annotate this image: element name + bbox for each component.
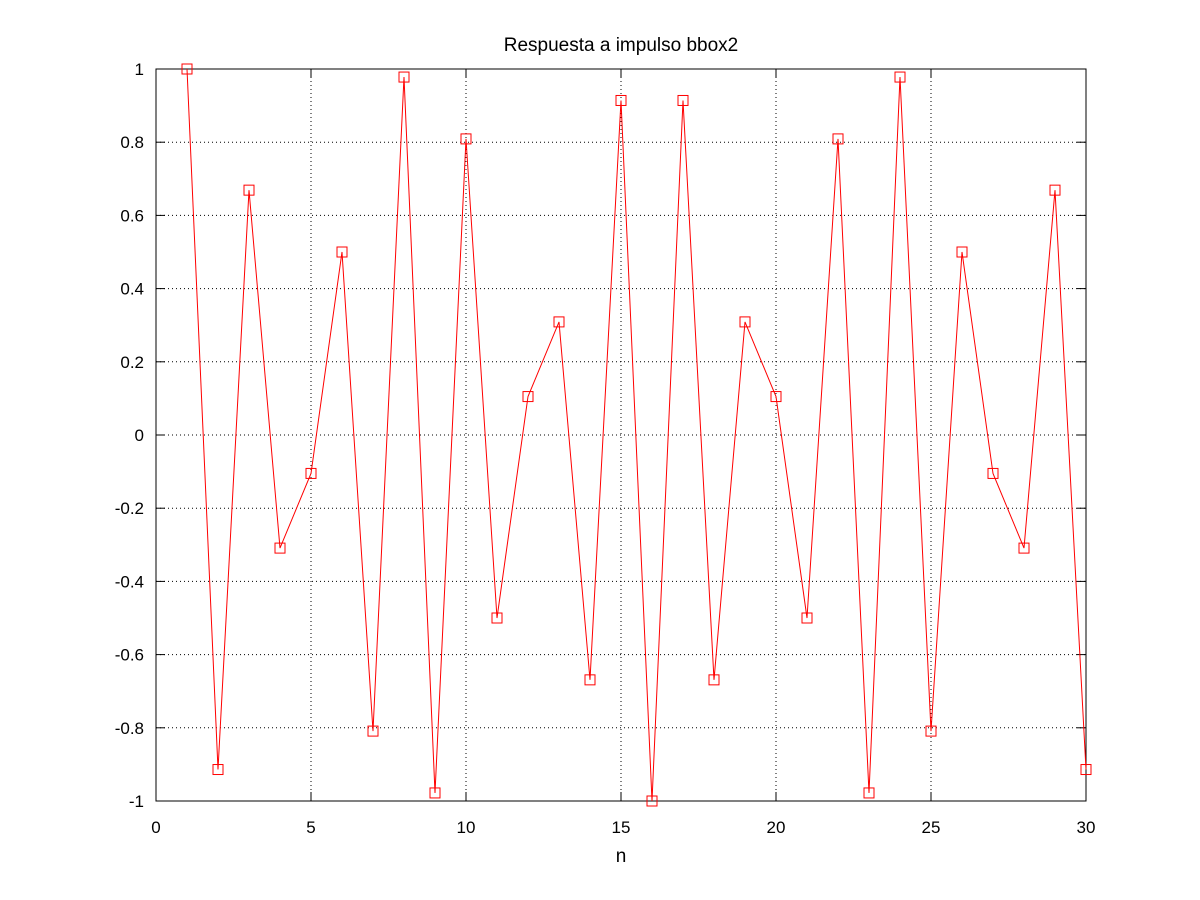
- y-tick-label: 1: [135, 60, 144, 79]
- x-axis-label: n: [616, 846, 627, 867]
- data-point-marker: [956, 246, 968, 258]
- data-point-marker: [181, 63, 193, 75]
- y-tick-label: -0.8: [115, 719, 144, 738]
- data-point-marker: [677, 94, 689, 106]
- y-tick-label: 0.2: [120, 353, 144, 372]
- data-point-marker: [1018, 542, 1030, 554]
- data-point-marker: [1049, 184, 1061, 196]
- data-point-marker: [894, 71, 906, 83]
- y-tick-label: -0.2: [115, 499, 144, 518]
- series-1: [181, 63, 1092, 807]
- y-tick-label: -1: [129, 792, 144, 811]
- data-point-marker: [460, 133, 472, 145]
- y-tick-label: 0.8: [120, 133, 144, 152]
- data-point-marker: [336, 246, 348, 258]
- series-line: [186, 68, 1087, 802]
- y-tick-label: 0.6: [120, 206, 144, 225]
- data-point-marker: [615, 94, 627, 106]
- data-point-marker: [770, 391, 782, 403]
- data-point-marker: [584, 674, 596, 686]
- data-point-marker: [553, 316, 565, 328]
- data-point-marker: [243, 184, 255, 196]
- x-tick-label: 30: [1077, 818, 1096, 837]
- y-tick-label: 0.4: [120, 280, 144, 299]
- data-point-marker: [429, 787, 441, 799]
- data-point-marker: [832, 133, 844, 145]
- y-tick-label: -0.4: [115, 572, 144, 591]
- data-point-marker: [925, 725, 937, 737]
- data-point-marker: [987, 467, 999, 479]
- x-tick-label: 5: [306, 818, 315, 837]
- grid-lines: [156, 69, 1086, 801]
- x-tick-label: 15: [612, 818, 631, 837]
- data-point-marker: [398, 71, 410, 83]
- data-point-marker: [522, 391, 534, 403]
- y-tick-label: 0: [135, 426, 144, 445]
- data-point-marker: [491, 612, 503, 624]
- data-point-marker: [367, 725, 379, 737]
- data-point-marker: [646, 795, 658, 807]
- data-point-marker: [274, 542, 286, 554]
- x-tick-label: 20: [767, 818, 786, 837]
- x-tick-label: 10: [457, 818, 476, 837]
- axis-ticks: 0 5 10 15 20 25 30 -1 -0.8 -0.6 -0.4 -0.2 0 0.2 0.4 0.6…: [115, 60, 1096, 837]
- data-point-marker: [212, 764, 224, 776]
- data-point-marker: [1080, 764, 1092, 776]
- x-tick-label: 25: [922, 818, 941, 837]
- data-point-marker: [305, 467, 317, 479]
- data-point-marker: [801, 612, 813, 624]
- chart-title: Respuesta a impulso bbox2: [504, 35, 738, 56]
- data-point-marker: [739, 316, 751, 328]
- x-tick-label: 0: [151, 818, 160, 837]
- y-tick-label: -0.6: [115, 646, 144, 665]
- data-point-marker: [708, 674, 720, 686]
- data-point-marker: [863, 787, 875, 799]
